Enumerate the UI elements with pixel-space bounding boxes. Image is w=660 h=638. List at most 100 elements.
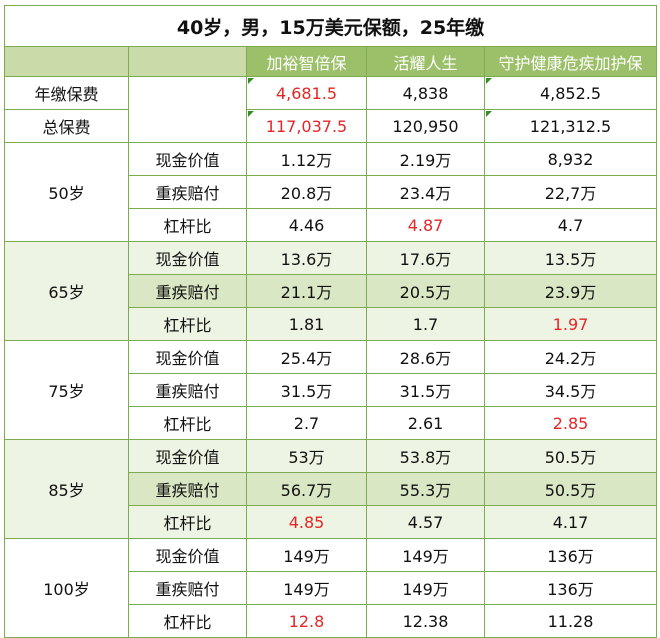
metric-value-cell: 22,7万 bbox=[483, 175, 658, 209]
metric-row: 100岁 现金价值 149万 149万 136万 bbox=[4, 538, 658, 638]
product-header-2: 活耀人生 bbox=[366, 46, 485, 77]
premium-row: 年缴保费 4,681.5 4,838 4,852.5 bbox=[4, 76, 658, 143]
metric-value-cell: 2.19万 bbox=[366, 142, 485, 176]
metric-value-cell: 53万 bbox=[246, 439, 367, 473]
metric-row: 重疾赔付 21.1万 20.5万 23.9万 bbox=[5, 274, 658, 308]
metric-value-cell: 50.5万 bbox=[483, 439, 658, 473]
age-group-label: 50岁 bbox=[4, 142, 129, 242]
age-group-label: 75岁 bbox=[4, 340, 129, 440]
metric-value-cell: 4.46 bbox=[246, 208, 367, 242]
metric-value-cell: 1.12万 bbox=[246, 142, 367, 176]
metric-label: 杠杆比 bbox=[128, 208, 247, 242]
metric-value-cell: 4.7 bbox=[483, 208, 658, 242]
title-row: 40岁，男，15万美元保额，25年缴 bbox=[3, 5, 658, 47]
metric-value-cell: 4.87 bbox=[366, 208, 485, 242]
metric-value-cell: 21.1万 bbox=[246, 274, 367, 308]
metric-value-cell: 4.17 bbox=[483, 505, 658, 539]
metric-value-cell: 2.85 bbox=[483, 406, 658, 440]
premium-value-cell: 120,950 bbox=[366, 109, 485, 143]
metric-value-cell: 20.8万 bbox=[246, 175, 367, 209]
metric-row: 杠杆比 2.7 2.61 2.85 bbox=[5, 406, 658, 440]
metric-value-cell: 4.57 bbox=[366, 505, 485, 539]
metric-label: 杠杆比 bbox=[128, 406, 247, 440]
header-row: 加裕智倍保 活耀人生 守护健康危疾加护保 bbox=[4, 46, 658, 77]
metric-value-cell: 23.4万 bbox=[366, 175, 485, 209]
metric-value-cell: 4.85 bbox=[246, 505, 367, 539]
metric-value-cell: 12.38 bbox=[366, 604, 485, 638]
metric-value-cell: 13.5万 bbox=[483, 241, 658, 275]
metric-value-cell: 149万 bbox=[246, 571, 367, 605]
metric-value-cell: 11.28 bbox=[483, 604, 658, 638]
metric-row: 重疾赔付 149万 149万 136万 bbox=[5, 571, 658, 605]
metric-label: 现金价值 bbox=[128, 241, 247, 275]
premium-value-cell: 4,681.5 bbox=[246, 76, 367, 110]
metric-label: 重疾赔付 bbox=[128, 571, 247, 605]
metric-value-cell: 1.97 bbox=[483, 307, 658, 341]
comparison-table: 40岁，男，15万美元保额，25年缴 加裕智倍保 活耀人生 守护健康危疾加护保 … bbox=[3, 5, 658, 638]
premium-blank-cell bbox=[128, 76, 247, 143]
metric-value-cell: 149万 bbox=[366, 538, 485, 572]
metric-row: 杠杆比 1.81 1.7 1.97 bbox=[5, 307, 658, 341]
metric-row: 杠杆比 4.85 4.57 4.17 bbox=[5, 505, 658, 539]
metric-value-cell: 2.7 bbox=[246, 406, 367, 440]
product-header-3: 守护健康危疾加护保 bbox=[483, 46, 658, 77]
metric-value-cell: 31.5万 bbox=[366, 373, 485, 407]
metric-value-cell: 23.9万 bbox=[483, 274, 658, 308]
premium-value-cell: 4,838 bbox=[366, 76, 485, 110]
age-group-label: 85岁 bbox=[4, 439, 129, 539]
metric-row: 75岁 现金价值 25.4万 28.6万 24.2万 bbox=[4, 340, 658, 440]
metric-value-cell: 17.6万 bbox=[366, 241, 485, 275]
premium-value-cell: 117,037.5 bbox=[246, 109, 367, 143]
premium-row: 总保费 117,037.5 120,950 121,312.5 bbox=[4, 109, 658, 143]
metric-value-cell: 1.7 bbox=[366, 307, 485, 341]
metric-value-cell: 8,932 bbox=[483, 142, 658, 176]
metric-value-cell: 28.6万 bbox=[366, 340, 485, 374]
metric-row: 杠杆比 12.8 12.38 11.28 bbox=[5, 604, 658, 638]
header-blank-1 bbox=[4, 46, 129, 77]
premium-row-label: 年缴保费 bbox=[4, 76, 129, 110]
metric-row: 重疾赔付 20.8万 23.4万 22,7万 bbox=[5, 175, 658, 209]
metric-row: 杠杆比 4.46 4.87 4.7 bbox=[5, 208, 658, 242]
metric-label: 重疾赔付 bbox=[128, 373, 247, 407]
metric-label: 现金价值 bbox=[128, 538, 247, 572]
metric-value-cell: 1.81 bbox=[246, 307, 367, 341]
metric-value-cell: 50.5万 bbox=[483, 472, 658, 506]
metric-value-cell: 13.6万 bbox=[246, 241, 367, 275]
table-title: 40岁，男，15万美元保额，25年缴 bbox=[3, 5, 658, 47]
metric-label: 现金价值 bbox=[128, 142, 247, 176]
metric-row: 重疾赔付 31.5万 31.5万 34.5万 bbox=[5, 373, 658, 407]
age-group-label: 65岁 bbox=[4, 241, 129, 341]
metric-value-cell: 53.8万 bbox=[366, 439, 485, 473]
metric-value-cell: 34.5万 bbox=[483, 373, 658, 407]
metric-value-cell: 2.61 bbox=[366, 406, 485, 440]
metric-value-cell: 25.4万 bbox=[246, 340, 367, 374]
metric-label: 杠杆比 bbox=[128, 307, 247, 341]
metric-label: 重疾赔付 bbox=[128, 472, 247, 506]
metric-label: 重疾赔付 bbox=[128, 175, 247, 209]
metric-label: 重疾赔付 bbox=[128, 274, 247, 308]
metric-value-cell: 136万 bbox=[483, 538, 658, 572]
metric-value-cell: 56.7万 bbox=[246, 472, 367, 506]
metric-value-cell: 55.3万 bbox=[366, 472, 485, 506]
metric-row: 重疾赔付 56.7万 55.3万 50.5万 bbox=[5, 472, 658, 506]
premium-value-cell: 4,852.5 bbox=[483, 76, 658, 110]
metric-value-cell: 24.2万 bbox=[483, 340, 658, 374]
metric-row: 85岁 现金价值 53万 53.8万 50.5万 bbox=[4, 439, 658, 539]
metric-value-cell: 149万 bbox=[366, 571, 485, 605]
premium-row-label: 总保费 bbox=[4, 109, 129, 143]
metric-row: 65岁 现金价值 13.6万 17.6万 13.5万 bbox=[4, 241, 658, 341]
metric-label: 杠杆比 bbox=[128, 505, 247, 539]
metric-label: 现金价值 bbox=[128, 340, 247, 374]
metric-value-cell: 20.5万 bbox=[366, 274, 485, 308]
metric-label: 杠杆比 bbox=[128, 604, 247, 638]
premium-value-cell: 121,312.5 bbox=[483, 109, 658, 143]
age-group-label: 100岁 bbox=[4, 538, 129, 638]
metric-label: 现金价值 bbox=[128, 439, 247, 473]
comparison-table-container: 40岁，男，15万美元保额，25年缴 加裕智倍保 活耀人生 守护健康危疾加护保 … bbox=[3, 5, 658, 638]
metric-value-cell: 31.5万 bbox=[246, 373, 367, 407]
metric-row: 50岁 现金价值 1.12万 2.19万 8,932 bbox=[4, 142, 658, 242]
header-blank-2 bbox=[128, 46, 247, 77]
product-header-1: 加裕智倍保 bbox=[246, 46, 367, 77]
metric-value-cell: 149万 bbox=[246, 538, 367, 572]
metric-value-cell: 12.8 bbox=[246, 604, 367, 638]
